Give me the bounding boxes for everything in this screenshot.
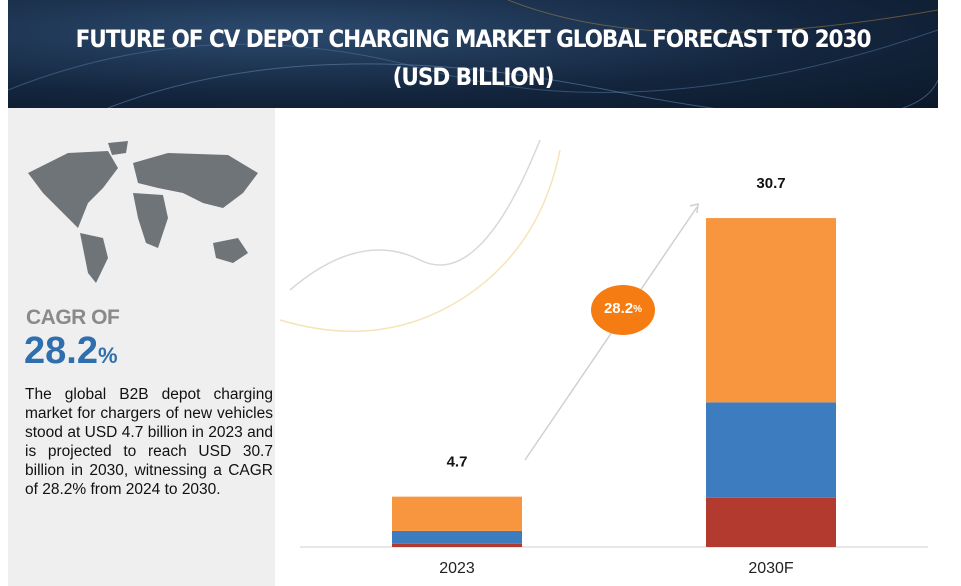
growth-arrow [524,206,698,461]
arrow-head [689,203,699,214]
world-map [28,141,258,283]
decoration [289,139,541,291]
cagr-bubble-unit: % [633,304,642,315]
decoration [279,149,561,332]
cagr-bubble-label: 28.2% [604,300,642,317]
sidebar: CAGR OF 28.2% The global B2B depot charg… [8,108,275,586]
x-tick-label: 2030F [748,560,794,577]
x-tick-label: 2023 [439,560,475,577]
cagr-label: CAGR OF [26,306,120,329]
cagr-bubble-value: 28.2 [604,300,633,317]
header-decoration [8,0,938,108]
total-label: 30.7 [756,175,785,192]
total-label: 4.7 [447,454,468,471]
bar-segment [706,218,836,403]
bar-segment [392,530,522,544]
plot-background [275,108,940,586]
bar-segment [392,496,522,531]
cagr-bubble [591,285,655,335]
bar-segment [392,543,522,547]
bar-segment [706,402,836,498]
header: FUTURE OF CV DEPOT CHARGING MARKET GLOBA… [8,0,938,108]
bar-segment [706,497,836,547]
cagr-unit: % [97,343,118,368]
cagr-value: 28.2% [24,330,118,373]
cagr-number: 28.2 [24,330,98,372]
title: FUTURE OF CV DEPOT CHARGING MARKET GLOBA… [75,25,872,91]
description: The global B2B depot charging market for… [25,386,273,498]
